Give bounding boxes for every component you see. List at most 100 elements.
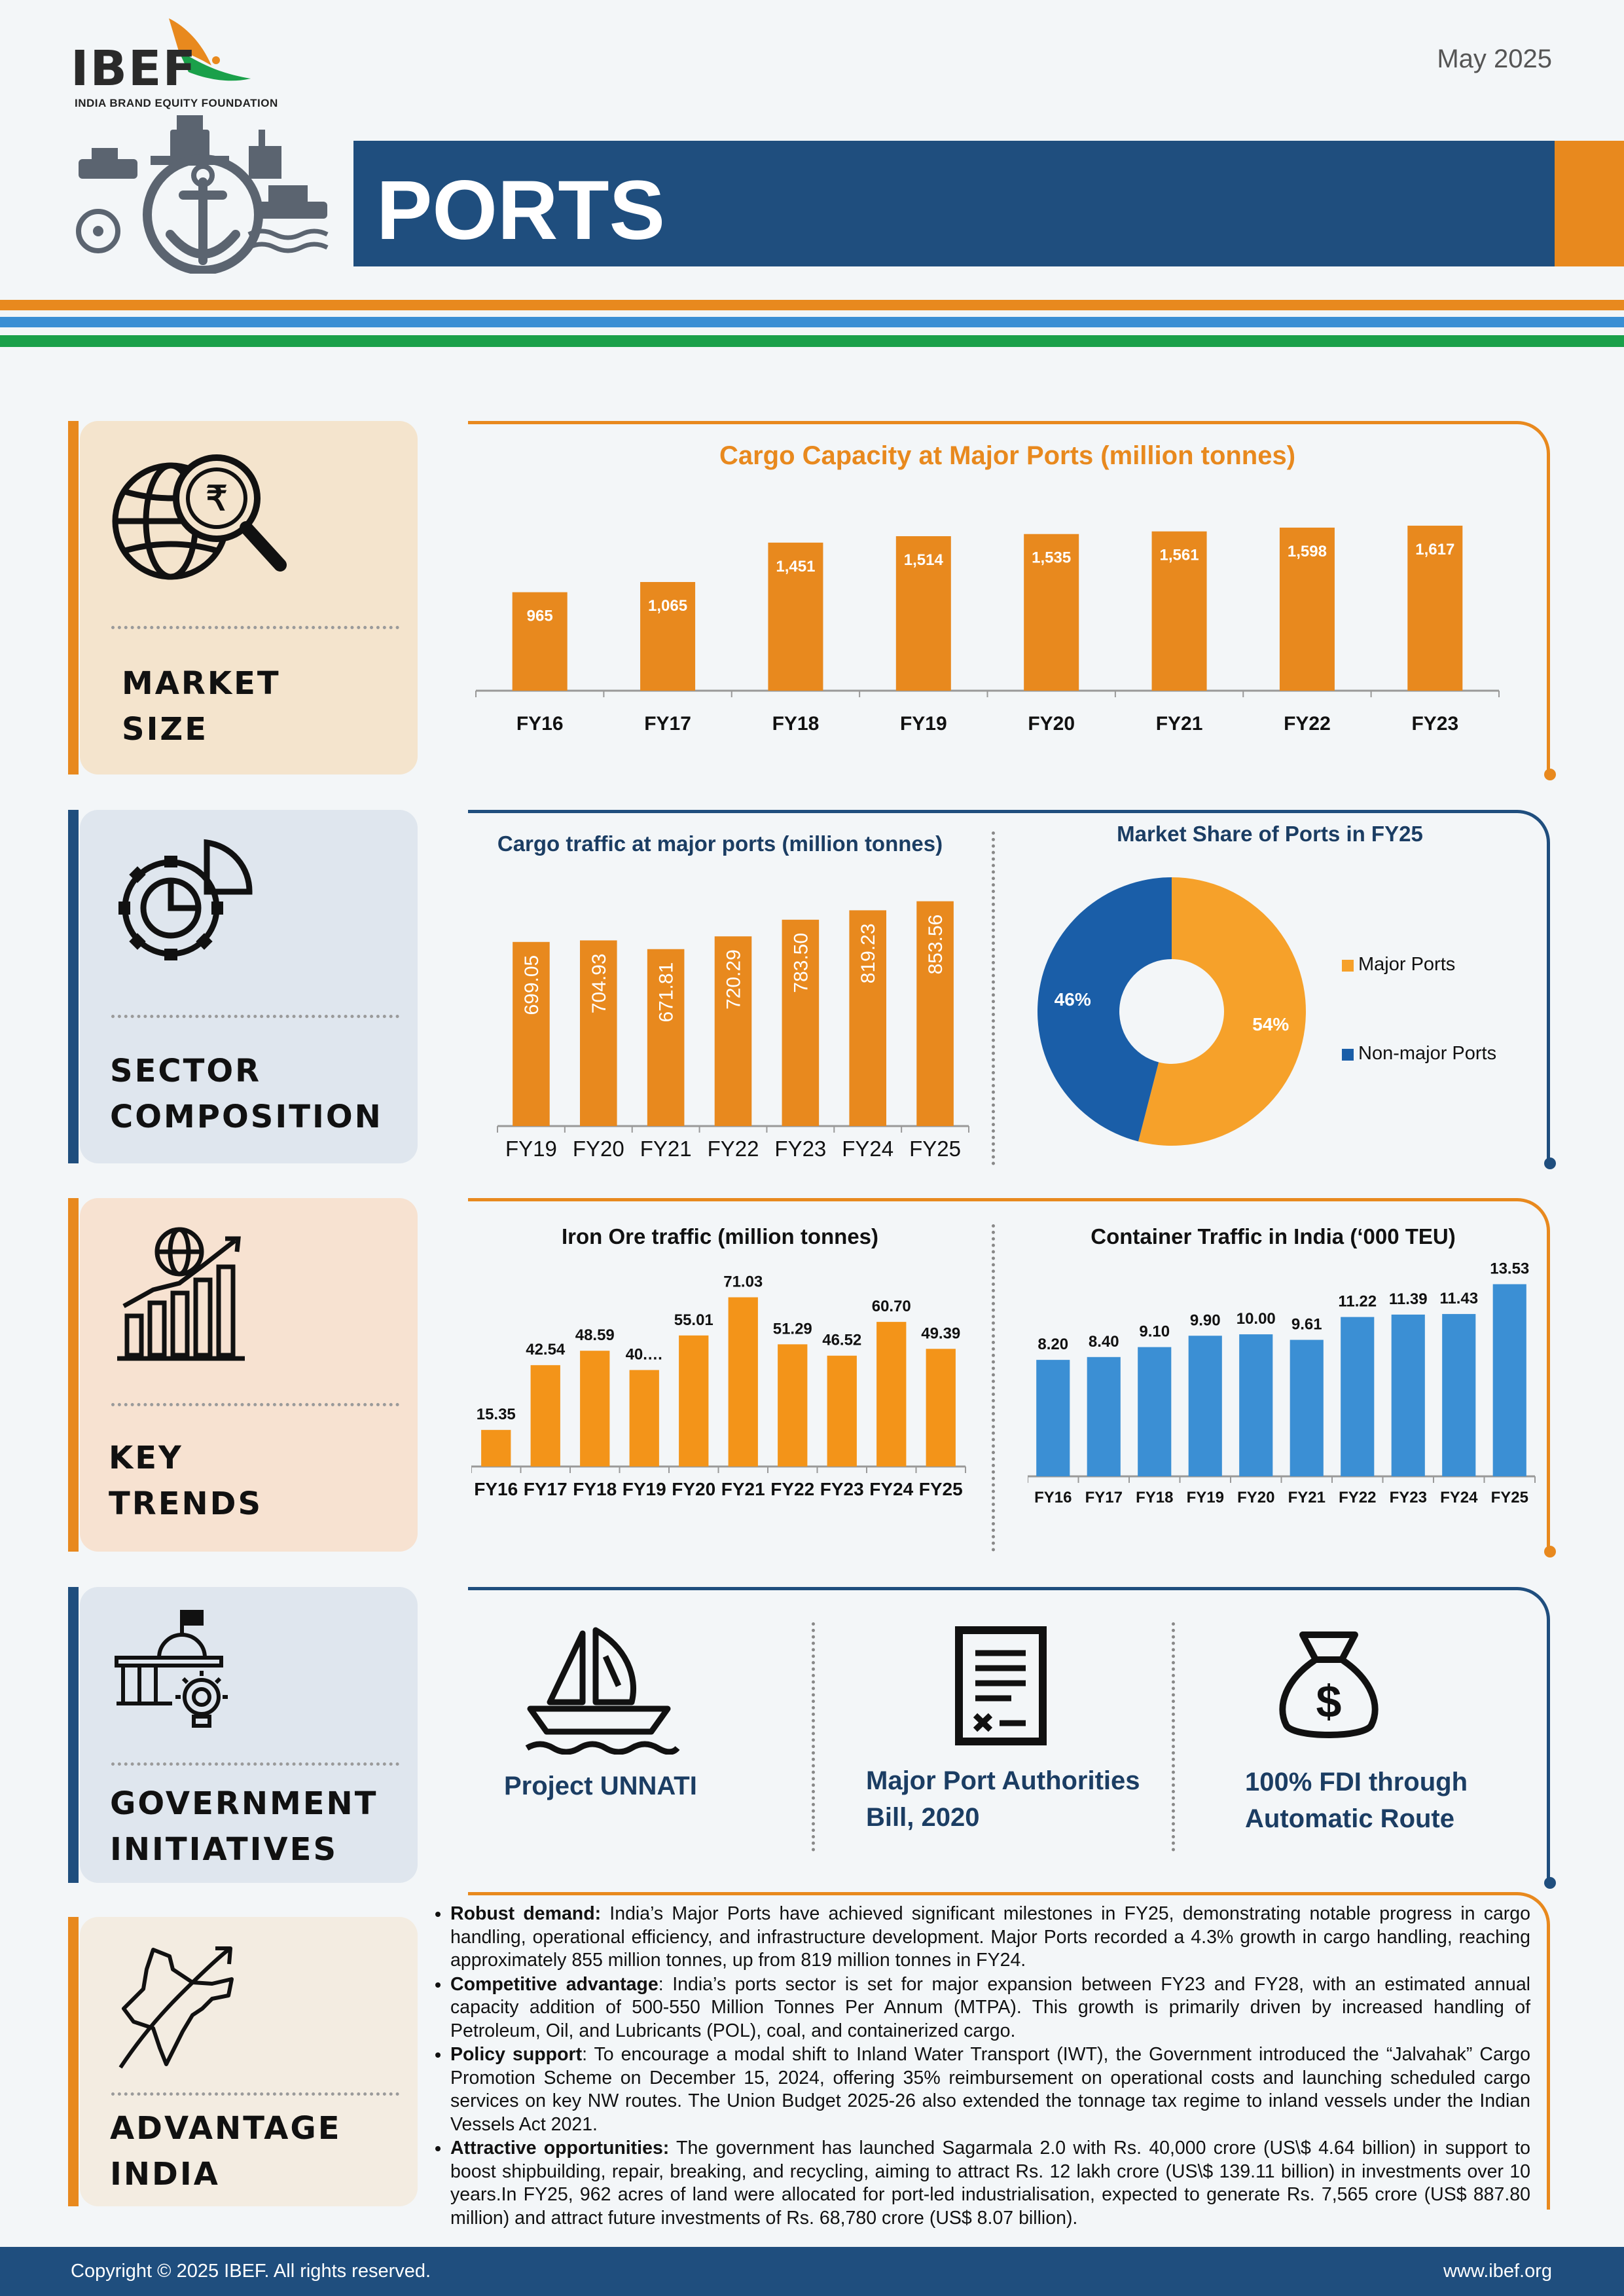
- port-anchor-ship-icon: [76, 115, 329, 274]
- key-trends-frame: [468, 1198, 1550, 1555]
- x-tick-label: FY17: [644, 713, 691, 735]
- advantage-bullet: Attractive opportunities: The government…: [450, 2137, 1530, 2230]
- frame-end-dot: [1544, 769, 1556, 780]
- x-tick-label: FY22: [770, 1479, 814, 1499]
- x-tick-label: FY18: [573, 1479, 617, 1499]
- data-label: 671.81: [656, 962, 677, 1023]
- x-tick-label: FY21: [721, 1479, 765, 1499]
- key-trends-accent-bar: [68, 1198, 79, 1552]
- label-line: SECTOR: [110, 1053, 262, 1089]
- legend-swatch: [1342, 960, 1354, 972]
- bar: [1188, 1336, 1222, 1476]
- x-tick-label: FY20: [1028, 713, 1075, 735]
- bar: [768, 542, 823, 691]
- x-tick-label: FY19: [1187, 1489, 1224, 1506]
- label-line: MARKET: [122, 665, 281, 702]
- bar: [778, 1344, 808, 1467]
- iron-ore-chart: 15.35 FY16 42.54 FY17 48.59 FY18 40.… FY19 55.01…: [471, 1273, 966, 1499]
- bar: [714, 936, 752, 1126]
- bar: [580, 1351, 610, 1467]
- container-traffic-chart: 8.20 FY16 8.40 FY17 9.10 FY18 9.90 FY19 10.00 FY2…: [1028, 1260, 1536, 1506]
- x-tick-label: FY20: [672, 1479, 715, 1499]
- bar: [728, 1297, 758, 1467]
- data-label: 1,535: [1032, 549, 1071, 567]
- bar: [1138, 1347, 1172, 1476]
- market-share-chart: 54% Major Ports 46% Non-major Ports: [1037, 877, 1496, 1146]
- bar: [640, 581, 696, 691]
- market-size-card: ₹ MARKET SIZE: [80, 421, 418, 774]
- label-line: SIZE: [122, 711, 209, 748]
- cargo-capacity-title: Cargo Capacity at Major Ports (million t…: [719, 441, 1296, 470]
- data-label: 699.05: [521, 955, 543, 1015]
- gear-pie-chart-icon: [118, 839, 253, 960]
- svg-text:₹: ₹: [206, 480, 227, 518]
- data-label: 819.23: [857, 923, 879, 983]
- bullet-text: : India’s ports sector is set for major …: [450, 1973, 1531, 2041]
- x-tick-label: FY16: [516, 713, 564, 735]
- bar: [1239, 1334, 1273, 1476]
- pie-slice: [1037, 877, 1172, 1142]
- government-initiatives-label: GOVERNMENT INITIATIVES: [110, 1781, 378, 1872]
- bar: [530, 1365, 560, 1467]
- label-line: KEY: [109, 1440, 183, 1476]
- bar: [1279, 527, 1335, 691]
- x-tick-label: FY16: [1034, 1489, 1072, 1506]
- initiative-major-port-authorities: Major Port Authorities Bill, 2020: [866, 1762, 1167, 1836]
- data-label: 1,561: [1160, 547, 1199, 564]
- data-label: 15.35: [477, 1406, 516, 1423]
- data-label: 55.01: [674, 1311, 713, 1329]
- market-size-label: MARKET SIZE: [122, 661, 281, 752]
- data-label: 1,514: [904, 551, 944, 569]
- bird-logo-icon: [169, 18, 251, 81]
- website-link[interactable]: www.ibef.org: [1443, 2261, 1552, 2282]
- initiative-label-line: Major Port Authorities: [866, 1766, 1140, 1795]
- data-label: 42.54: [526, 1341, 566, 1358]
- data-label: 8.20: [1038, 1336, 1068, 1353]
- gov-frame: [468, 1587, 1550, 1886]
- x-tick-label: FY23: [774, 1137, 826, 1161]
- market-size-frame: [468, 421, 1550, 778]
- bar: [782, 919, 820, 1126]
- x-tick-label: FY18: [1136, 1489, 1173, 1506]
- title-banner: [353, 141, 1555, 266]
- initiative-project-unnati: Project UNNATI: [504, 1768, 779, 1804]
- x-tick-label: FY25: [919, 1479, 963, 1499]
- x-tick-label: FY20: [1237, 1489, 1274, 1506]
- bullet-heading: Competitive advantage: [450, 1973, 659, 1995]
- sector-accent-bar: [68, 810, 79, 1163]
- x-tick-label: FY23: [820, 1479, 864, 1499]
- slice-label: 54%: [1252, 1014, 1289, 1034]
- x-tick-label: FY18: [772, 713, 820, 735]
- data-label: 1,598: [1288, 543, 1327, 560]
- legend-label: Non-major Ports: [1358, 1043, 1496, 1064]
- advantage-india-card: ADVANTAGE INDIA: [80, 1917, 418, 2206]
- x-tick-label: FY21: [1288, 1489, 1326, 1506]
- container-traffic-title: Container Traffic in India (‘000 TEU): [1091, 1224, 1456, 1248]
- market-share-title: Market Share of Ports in FY25: [1117, 822, 1423, 846]
- bar: [647, 949, 685, 1126]
- bullet-heading: Policy support: [450, 2044, 583, 2065]
- initiative-label-line: Project UNNATI: [504, 1772, 697, 1800]
- cargo-capacity-chart: 965 FY16 1,065 FY17 1,451 FY18 1,514 FY19 1,535 F…: [475, 525, 1500, 735]
- bar: [513, 941, 550, 1126]
- copyright-text: Copyright © 2025 IBEF. All rights reserv…: [71, 2261, 431, 2282]
- x-tick-label: FY17: [524, 1479, 568, 1499]
- data-label: 10.00: [1236, 1310, 1276, 1328]
- sector-composition-card: SECTOR COMPOSITION: [80, 810, 418, 1163]
- globe-magnifier-rupee-icon: ₹: [112, 454, 287, 580]
- india-map-arrow-icon: [118, 1946, 234, 2069]
- bar: [1391, 1314, 1425, 1476]
- x-tick-label: FY21: [1156, 713, 1203, 735]
- gov-divider-vertical-2: [1172, 1622, 1175, 1851]
- label-line: INDIA: [110, 2156, 220, 2193]
- market-size-accent-bar: [68, 421, 79, 774]
- x-tick-label: FY22: [1339, 1489, 1376, 1506]
- advantage-accent-bar: [68, 1917, 79, 2206]
- x-tick-label: FY20: [573, 1137, 624, 1161]
- bar: [629, 1370, 659, 1467]
- key-trends-divider: [111, 1403, 399, 1406]
- initiative-label-line: 100% FDI through: [1245, 1768, 1468, 1796]
- x-tick-label: FY22: [1284, 713, 1331, 735]
- legend-swatch: [1342, 1049, 1354, 1061]
- data-label: 51.29: [773, 1320, 812, 1338]
